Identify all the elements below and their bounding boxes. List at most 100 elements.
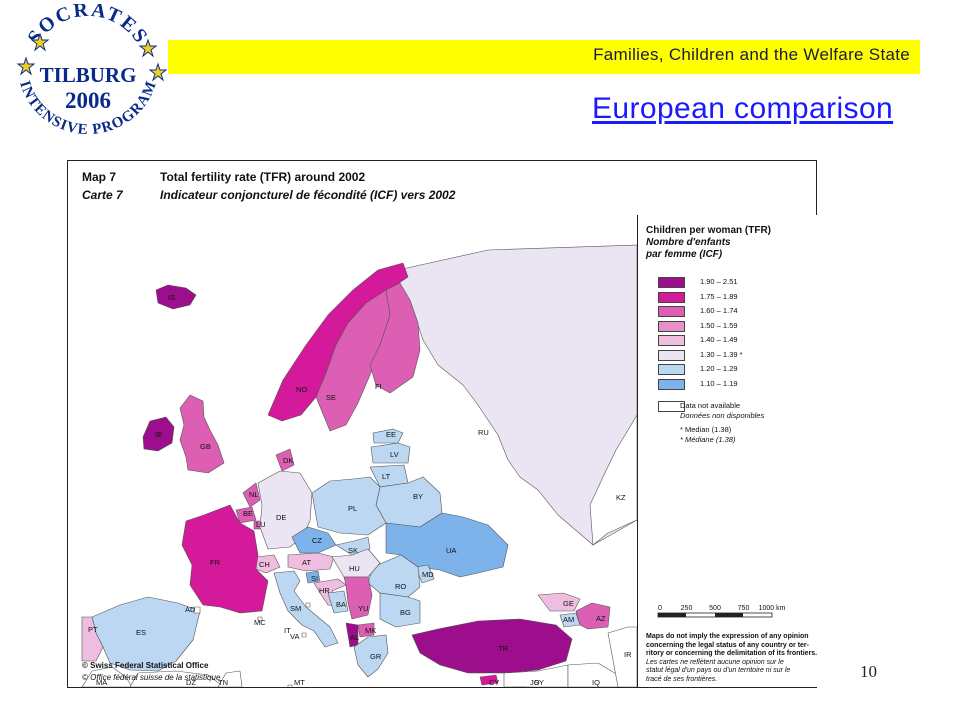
country-bg [379, 592, 421, 628]
slide-title[interactable]: European comparison [592, 92, 894, 125]
legend-label: 1.90 – 2.51 [700, 277, 738, 286]
country-at [287, 552, 335, 572]
country-label-ma: MA [96, 678, 107, 687]
country-ee [372, 428, 404, 444]
country-label-ua: UA [446, 546, 456, 555]
country-label-va: VA [290, 632, 299, 641]
legend-median-fr: * Médiane (1.38) [680, 435, 736, 444]
country-label-fr: FR [210, 558, 221, 567]
country-tr [411, 618, 573, 674]
country-gr [353, 634, 389, 678]
map-credit-fr: © Office fédéral suisse de la statistiqu… [82, 673, 221, 682]
scale-tick-label: 0 [658, 605, 662, 612]
country-fr [181, 504, 269, 614]
country-label-sm: SM [290, 604, 301, 613]
country-label-pt: PT [88, 625, 98, 634]
country-label-az: AZ [596, 614, 606, 623]
country-label-by: BY [413, 492, 423, 501]
country-az [575, 602, 611, 630]
country-label-fi: FI [375, 382, 382, 391]
disclaimer-fr-line: statut légal d'un pays ou d'un territoir… [646, 667, 791, 674]
country-ru [397, 244, 637, 546]
country-label-dk: DK [283, 456, 293, 465]
country-label-yu: YU [358, 604, 368, 613]
country-label-sk: SK [348, 546, 358, 555]
map-credit-en: © Swiss Federal Statistical Office [82, 661, 209, 670]
fertility-map-figure: Map 7 Total fertility rate (TFR) around … [67, 160, 817, 688]
map-label-fr: Carte 7 [82, 188, 123, 202]
star-icon [148, 62, 168, 82]
country-label-bg: BG [400, 608, 411, 617]
scale-tick-label: 500 [709, 605, 721, 612]
country-ba [327, 590, 349, 614]
disclaimer-fr-line: Les cartes ne reflètent aucune opinion s… [646, 658, 784, 666]
country-label-de: DE [276, 513, 286, 522]
country-mc [257, 616, 263, 622]
banner-text: Families, Children and the Welfare State [593, 45, 910, 64]
header-banner: Families, Children and the Welfare State [168, 40, 920, 74]
legend-label: 1.10 – 1.19 [700, 378, 738, 388]
country-label-ie: IE [155, 430, 162, 439]
country-kz [589, 414, 637, 546]
country-label-ch: CH [259, 560, 270, 569]
country-label-lt: LT [382, 472, 391, 481]
country-label-pl: PL [348, 504, 357, 513]
country-label-be: BE [243, 509, 253, 518]
country-label-lv: LV [390, 450, 399, 459]
country-label-sy: SY [534, 678, 544, 687]
country-label-ro: RO [395, 582, 406, 591]
legend-title-fr-1: Nombre d'enfants [646, 237, 731, 248]
country-label-al: AL [350, 633, 359, 642]
country-label-md: MD [422, 570, 434, 579]
legend-title-en: Children per woman (TFR) [646, 225, 771, 236]
country-be [235, 506, 257, 524]
logo-stars [16, 32, 168, 82]
country-ad [193, 606, 201, 614]
map-label-en: Map 7 [82, 170, 117, 184]
scale-tick-label: 1000 km [759, 605, 786, 612]
map-header: Map 7 Total fertility rate (TFR) around … [68, 161, 816, 216]
disclaimer-en-line: Maps do not imply the expression of any … [646, 633, 809, 640]
country-label-kz: KZ [616, 493, 626, 502]
country-pl [311, 476, 387, 536]
country-nl [242, 482, 261, 508]
country-label-lu: LU [256, 520, 266, 529]
country-cy [479, 674, 499, 686]
country-label-ba: BA [336, 600, 346, 609]
logo-year: 2006 [65, 88, 111, 113]
legend-label: 1.75 – 1.89 [700, 291, 738, 301]
country-tn [217, 670, 243, 687]
country-label-dz: DZ [186, 678, 196, 687]
map-title-en: Total fertility rate (TFR) around 2002 [160, 170, 366, 184]
country-label-is: IS [168, 293, 175, 302]
country-is [155, 284, 197, 310]
legend-na-en: Data not available [680, 401, 741, 410]
country-label-ee: EE [386, 430, 396, 439]
legend-swatch [658, 320, 685, 332]
star-icon [138, 38, 158, 58]
country-label-si: SI [311, 574, 318, 583]
country-mt [287, 684, 293, 687]
country-it [273, 570, 339, 648]
country-label-ge: GE [563, 599, 574, 608]
country-label-hr: HR [319, 586, 330, 595]
legend-swatch [658, 349, 685, 361]
socrates-logo: SOCRATES TILBURG 2006 INTENSIVE PROGRAM [8, 0, 168, 144]
country-si [305, 570, 321, 584]
country-label-tn: TN [218, 678, 228, 687]
country-lv [370, 442, 411, 464]
country-label-se: SE [326, 393, 336, 402]
scale-tick-label: 750 [738, 605, 750, 612]
legend-na-fr: Données non disponibles [680, 411, 765, 420]
country-ge [537, 592, 581, 612]
map-title-fr: Indicateur conjoncturel de fécondité (IC… [160, 188, 456, 202]
country-label-cy: CY [489, 678, 499, 687]
country-ir [607, 626, 637, 687]
legend-label: 1.30 – 1.39 * [700, 349, 743, 359]
country-fi [369, 282, 421, 394]
legend-swatch-na [658, 401, 685, 412]
country-label-at: AT [302, 558, 311, 567]
legend-swatch [658, 364, 685, 375]
scale-tick-label: 250 [681, 605, 693, 612]
legend-swatch [658, 291, 685, 303]
